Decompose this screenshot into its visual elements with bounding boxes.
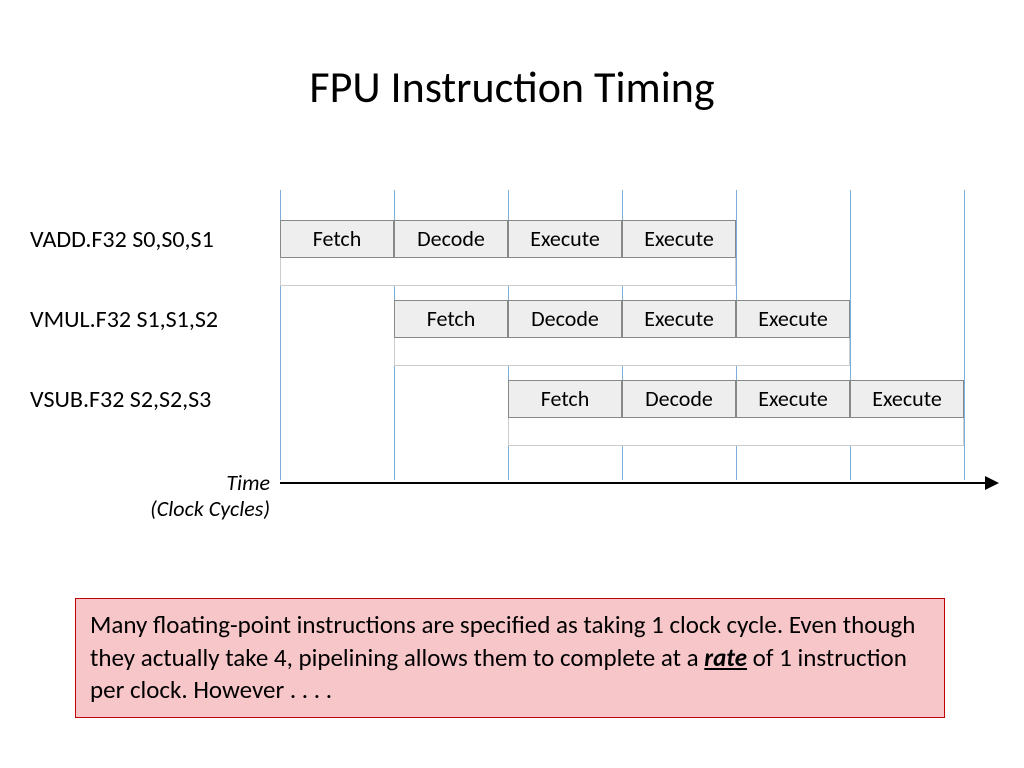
stage-cell: Decode (622, 380, 736, 418)
stage-cell: Fetch (280, 220, 394, 258)
instruction-row: VMUL.F32 S1,S1,S2FetchDecodeExecuteExecu… (30, 300, 990, 340)
time-arrow (280, 482, 990, 484)
stage-cell: Execute (850, 380, 964, 418)
instruction-label: VMUL.F32 S1,S1,S2 (30, 300, 260, 340)
empty-row (280, 258, 736, 286)
note-rate-word: rate (704, 642, 747, 673)
instruction-row: VSUB.F32 S2,S2,S3FetchDecodeExecuteExecu… (30, 380, 990, 420)
pipeline-diagram: VADD.F32 S0,S0,S1FetchDecodeExecuteExecu… (30, 180, 990, 520)
explanation-note: Many floating-point instructions are spe… (75, 598, 945, 718)
stage-cell: Execute (736, 300, 850, 338)
time-axis-label: Time (Clock Cycles) (90, 470, 270, 522)
page-title: FPU Instruction Timing (0, 0, 1024, 114)
stage-cell: Decode (394, 220, 508, 258)
empty-row (394, 338, 850, 366)
empty-row (508, 418, 964, 446)
instruction-row: VADD.F32 S0,S0,S1FetchDecodeExecuteExecu… (30, 220, 990, 260)
stage-cell: Decode (508, 300, 622, 338)
stage-cell: Execute (736, 380, 850, 418)
stage-cell: Fetch (508, 380, 622, 418)
stage-cell: Fetch (394, 300, 508, 338)
stage-cell: Execute (622, 220, 736, 258)
instruction-label: VADD.F32 S0,S0,S1 (30, 220, 260, 260)
stage-cell: Execute (622, 300, 736, 338)
stage-cell: Execute (508, 220, 622, 258)
time-arrowhead (985, 476, 999, 490)
instruction-label: VSUB.F32 S2,S2,S3 (30, 380, 260, 420)
